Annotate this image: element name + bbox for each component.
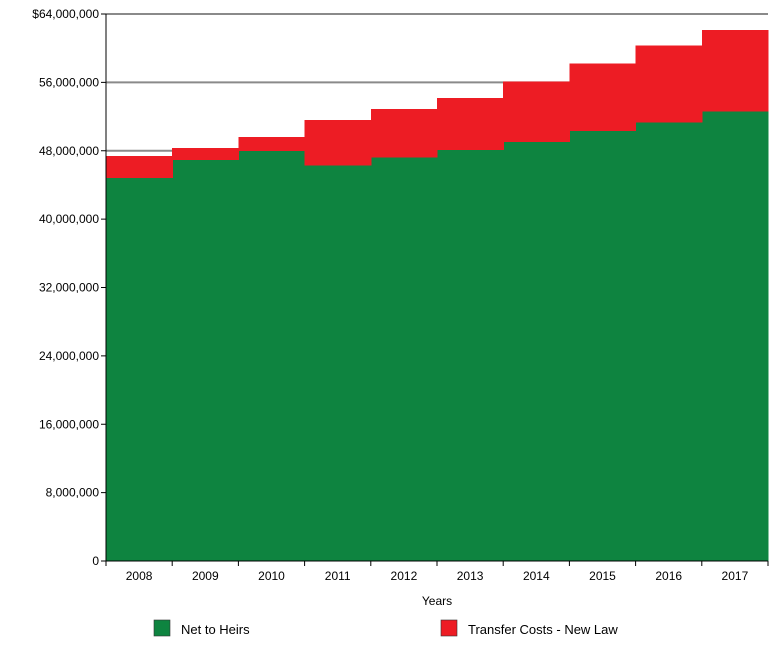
area-segment bbox=[106, 155, 173, 179]
area-segment bbox=[238, 150, 306, 561]
area-segment bbox=[238, 137, 306, 151]
x-tick-label: 2016 bbox=[655, 569, 682, 583]
area-segment bbox=[304, 165, 372, 561]
area-segment bbox=[503, 142, 570, 561]
area-segment bbox=[304, 119, 372, 166]
area-segment bbox=[635, 45, 703, 123]
legend-label: Transfer Costs - New Law bbox=[468, 622, 618, 637]
area-segment bbox=[635, 122, 703, 561]
y-tick-label: 40,000,000 bbox=[39, 212, 99, 226]
area-segment bbox=[370, 157, 438, 561]
x-tick-label: 2013 bbox=[457, 569, 484, 583]
x-axis-ticks: 2008 2009 2010 2011 2012 2013 2014 2015 2016 2017 bbox=[105, 561, 769, 583]
y-tick-label: 16,000,000 bbox=[39, 417, 99, 431]
y-tick-label: 48,000,000 bbox=[39, 144, 99, 158]
x-tick-label: 2012 bbox=[391, 569, 418, 583]
x-tick-label: 2010 bbox=[258, 569, 285, 583]
area-segment bbox=[701, 30, 769, 112]
x-axis-title: Years bbox=[422, 594, 452, 608]
legend-item: Net to Heirs bbox=[153, 619, 250, 637]
legend: Net to Heirs Transfer Costs - New Law bbox=[153, 619, 618, 637]
legend-swatch bbox=[153, 619, 171, 637]
x-tick-label: 2015 bbox=[589, 569, 616, 583]
area-segment bbox=[701, 111, 769, 561]
y-tick-label: 8,000,000 bbox=[46, 486, 100, 500]
y-tick-label: 0 bbox=[92, 554, 99, 568]
area-segment bbox=[370, 108, 438, 158]
area-segment bbox=[503, 81, 570, 143]
area-segment bbox=[437, 149, 504, 561]
legend-swatch bbox=[440, 619, 458, 637]
plot-areas bbox=[106, 30, 769, 562]
y-tick-label: $64,000,000 bbox=[32, 7, 99, 21]
legend-label: Net to Heirs bbox=[181, 622, 250, 637]
y-tick-label: 24,000,000 bbox=[39, 349, 99, 363]
y-tick-label: 32,000,000 bbox=[39, 281, 99, 295]
series-1-area bbox=[106, 111, 769, 562]
y-axis-ticks: 0 8,000,000 16,000,000 24,000,000 32,000,000… bbox=[32, 7, 106, 568]
area-segment bbox=[569, 131, 637, 561]
area-segment bbox=[569, 63, 637, 132]
series-2-area bbox=[106, 30, 769, 179]
x-tick-label: 2009 bbox=[192, 569, 219, 583]
x-tick-label: 2008 bbox=[126, 569, 153, 583]
area-segment bbox=[172, 160, 239, 562]
x-tick-label: 2014 bbox=[523, 569, 550, 583]
area-segment bbox=[172, 148, 239, 161]
x-tick-label: 2011 bbox=[325, 569, 351, 583]
area-segment bbox=[437, 97, 504, 150]
y-tick-label: 56,000,000 bbox=[39, 75, 99, 89]
legend-item: Transfer Costs - New Law bbox=[440, 619, 618, 637]
x-tick-label: 2017 bbox=[722, 569, 749, 583]
area-segment bbox=[106, 178, 173, 561]
